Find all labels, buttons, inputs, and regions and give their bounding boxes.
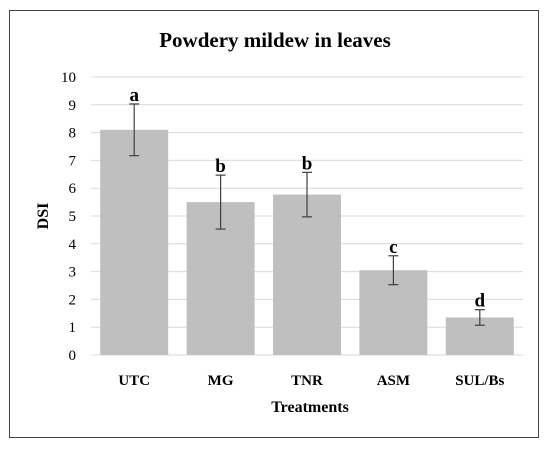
bars [100,129,514,355]
significance-letters: a b b c d [129,85,485,312]
x-tick-label: ASM [377,373,410,389]
y-tick-label: 0 [69,348,77,364]
x-tick-label: TNR [291,373,323,389]
x-tick-label: MG [208,373,234,389]
y-tick-label: 2 [69,292,77,308]
bar-utc [100,129,169,355]
chart-title: Powdery mildew in leaves [159,28,391,52]
y-tick-label: 7 [69,153,77,169]
y-tick-label: 1 [69,320,77,336]
y-tick-label: 9 [69,98,77,114]
significance-letter: c [389,237,397,258]
x-tick-labels: UTC MG TNR ASM SUL/Bs [118,373,504,389]
y-tick-label: 8 [69,126,77,142]
y-axis-title: DSI [35,203,52,230]
significance-letter: a [129,85,139,106]
y-tick-label: 6 [69,181,77,197]
y-tick-label: 5 [69,209,77,225]
y-tick-label: 4 [69,237,77,253]
x-tick-label: UTC [118,373,150,389]
bar-tnr [273,194,341,355]
significance-letter: b [302,153,313,174]
y-tick-labels: 0 1 2 3 4 5 6 7 8 9 10 [61,70,77,364]
y-tick-label: 3 [69,265,77,281]
error-bars [129,103,485,326]
y-tick-label: 10 [61,70,76,86]
x-axis-title: Treatments [271,399,349,416]
significance-letter: b [215,156,226,177]
significance-letter: d [475,291,486,312]
x-tick-label: SUL/Bs [455,373,504,389]
